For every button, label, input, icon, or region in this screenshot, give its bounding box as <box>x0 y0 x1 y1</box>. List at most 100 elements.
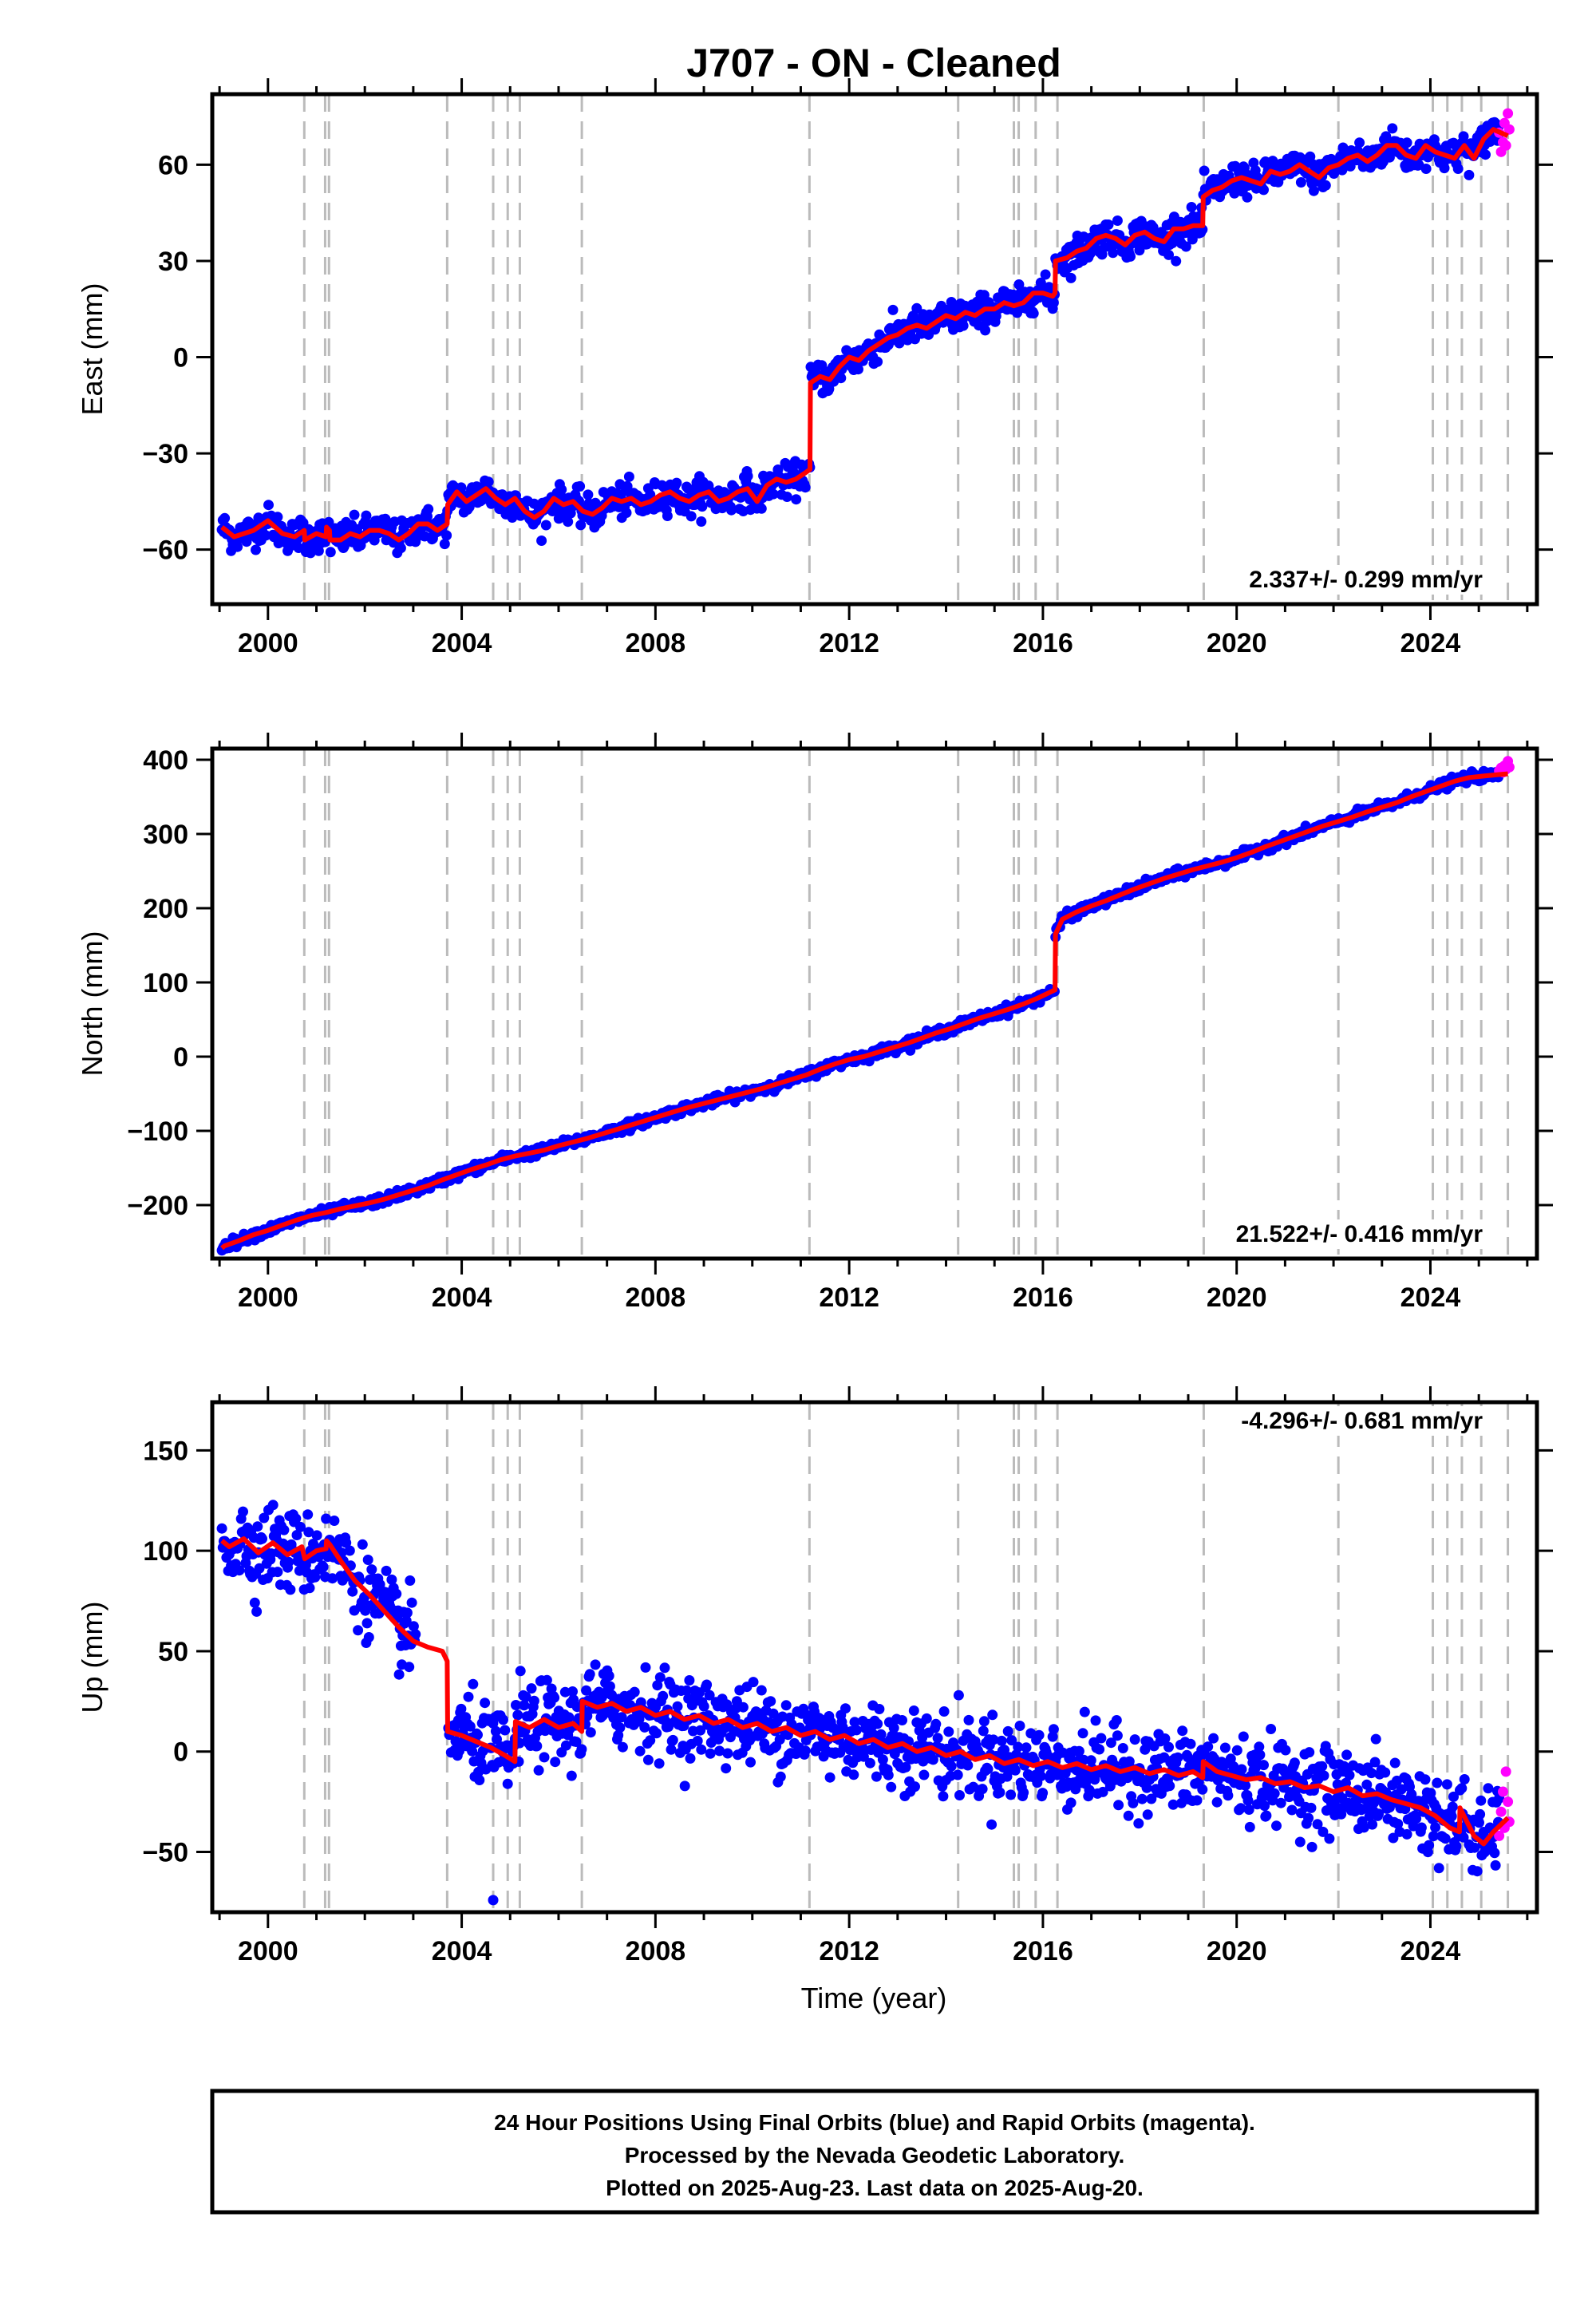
up-final-orbit-point <box>874 1704 885 1714</box>
up-final-orbit-point <box>704 1690 715 1701</box>
up-final-orbit-point <box>714 1745 725 1757</box>
up-final-orbit-point <box>695 1725 706 1736</box>
up-plot-frame <box>210 1400 1539 1915</box>
up-final-orbit-point <box>737 1701 749 1713</box>
up-y-tick-label-50: 50 <box>158 1637 188 1667</box>
up-final-orbit-point <box>1393 1818 1404 1829</box>
up-final-orbit-point <box>745 1757 756 1768</box>
up-final-orbit-point <box>1065 1797 1077 1808</box>
up-final-orbit-point <box>1060 1768 1071 1779</box>
east-final-orbit-point <box>756 503 767 514</box>
up-final-orbit-point <box>1238 1731 1249 1742</box>
east-final-orbit-point <box>697 501 708 512</box>
up-final-orbit-point <box>401 1607 413 1618</box>
east-final-orbit-point <box>313 545 324 556</box>
up-final-orbit-point <box>563 1712 575 1723</box>
east-final-orbit-point <box>251 544 261 555</box>
up-final-orbit-point <box>290 1513 302 1524</box>
up-rapid-orbit-point <box>1494 1830 1505 1841</box>
up-final-orbit-point <box>681 1685 692 1696</box>
east-final-orbit-point <box>696 516 707 527</box>
up-final-orbit-point <box>696 1744 707 1755</box>
up-final-orbit-point <box>259 1512 270 1524</box>
east-panel: 2000 2004 2008 2012 2016 2020 2024 −60 −30 0 30 60 E… <box>76 78 1553 658</box>
up-final-orbit-point <box>938 1706 950 1717</box>
up-final-orbit-point <box>341 1537 352 1548</box>
up-y-axis-label: Up (mm) <box>76 1602 109 1713</box>
up-y-tick-label--50: −50 <box>142 1838 188 1868</box>
up-final-orbit-point <box>463 1691 474 1702</box>
up-final-orbit-point <box>1317 1826 1329 1837</box>
up-final-orbit-point <box>658 1690 669 1701</box>
up-final-orbit-point <box>1002 1725 1013 1737</box>
up-final-orbit-point <box>366 1564 377 1575</box>
up-final-orbit-point <box>824 1772 836 1783</box>
east-y-axis-label: East (mm) <box>76 283 109 416</box>
north-panel: 2000 2004 2008 2012 2016 2020 2024 −200 −100 0 100… <box>76 733 1553 1313</box>
up-final-orbit-point <box>267 1500 279 1511</box>
east-final-orbit-point <box>439 539 450 550</box>
up-final-orbit-point <box>651 1728 662 1739</box>
up-final-orbit-point <box>381 1565 392 1576</box>
up-final-orbit-point <box>1035 1771 1046 1781</box>
up-final-orbit-point <box>1077 1728 1088 1739</box>
up-final-orbit-point <box>1384 1802 1395 1813</box>
up-final-orbit-point <box>672 1701 683 1712</box>
up-final-orbit-point <box>1112 1730 1123 1741</box>
up-final-orbit-points <box>216 1500 1515 1906</box>
up-final-orbit-point <box>1037 1788 1049 1799</box>
east-final-orbit-point <box>305 547 316 559</box>
up-final-orbit-point <box>1474 1817 1484 1828</box>
east-final-orbit-point <box>623 471 634 482</box>
east-final-orbit-point <box>726 504 737 516</box>
north-x-tick-label-2020: 2020 <box>1207 1282 1267 1313</box>
up-final-orbit-point <box>871 1771 882 1782</box>
east-final-orbit-point <box>563 516 574 528</box>
up-final-orbit-point <box>410 1629 421 1640</box>
up-final-orbit-point <box>654 1758 665 1769</box>
up-final-orbit-point <box>393 1669 405 1680</box>
east-final-orbit-point <box>1108 247 1119 259</box>
up-final-orbit-point <box>362 1555 373 1565</box>
up-final-orbit-point <box>977 1784 988 1795</box>
up-final-orbit-point <box>1223 1790 1234 1801</box>
up-final-orbit-point <box>234 1565 245 1576</box>
east-y-tick-label-60: 60 <box>158 150 188 180</box>
up-final-orbit-point <box>313 1551 324 1563</box>
up-final-orbit-point <box>1141 1782 1152 1793</box>
up-final-orbit-point <box>1140 1744 1151 1755</box>
up-final-orbit-point <box>272 1567 283 1578</box>
up-final-orbit-point <box>1009 1765 1021 1776</box>
up-final-orbit-point <box>1208 1733 1219 1744</box>
up-final-orbit-point <box>1469 1842 1480 1853</box>
up-final-orbit-point <box>1433 1863 1444 1874</box>
up-final-orbit-point <box>1089 1774 1100 1785</box>
up-final-orbit-point <box>721 1763 732 1774</box>
east-final-orbit-point <box>1048 297 1059 308</box>
up-y-tick-label-100: 100 <box>143 1536 188 1567</box>
up-final-orbit-point <box>490 1725 501 1737</box>
east-final-orbit-point <box>1065 272 1077 283</box>
up-final-orbit-point <box>1303 1812 1314 1824</box>
up-final-orbit-point <box>877 1754 888 1765</box>
up-final-orbit-point <box>634 1745 646 1757</box>
east-final-orbit-point <box>1308 185 1319 196</box>
up-final-orbit-point <box>1258 1760 1269 1771</box>
up-final-orbit-point <box>1483 1783 1494 1794</box>
east-final-orbit-point <box>349 509 360 520</box>
up-final-orbit-point <box>1446 1811 1457 1822</box>
up-final-orbit-point <box>1203 1741 1214 1753</box>
up-final-orbit-point <box>1133 1818 1144 1829</box>
up-x-tick-label-2020: 2020 <box>1207 1936 1267 1966</box>
up-final-orbit-point <box>996 1735 1007 1746</box>
up-final-orbit-point <box>1456 1783 1468 1794</box>
up-final-orbit-point <box>1294 1836 1306 1848</box>
north-x-tick-label-2016: 2016 <box>1013 1282 1073 1313</box>
up-final-orbit-point <box>800 1745 811 1757</box>
up-final-orbit-point <box>302 1509 314 1520</box>
up-panel: 2000 2004 2008 2012 2016 2020 2024 −50 0 50 100 150… <box>76 1386 1553 1966</box>
up-final-orbit-point <box>1254 1749 1266 1761</box>
up-final-orbit-point <box>1243 1804 1254 1815</box>
up-final-orbit-point <box>1090 1715 1101 1726</box>
up-final-orbit-point <box>254 1563 265 1574</box>
